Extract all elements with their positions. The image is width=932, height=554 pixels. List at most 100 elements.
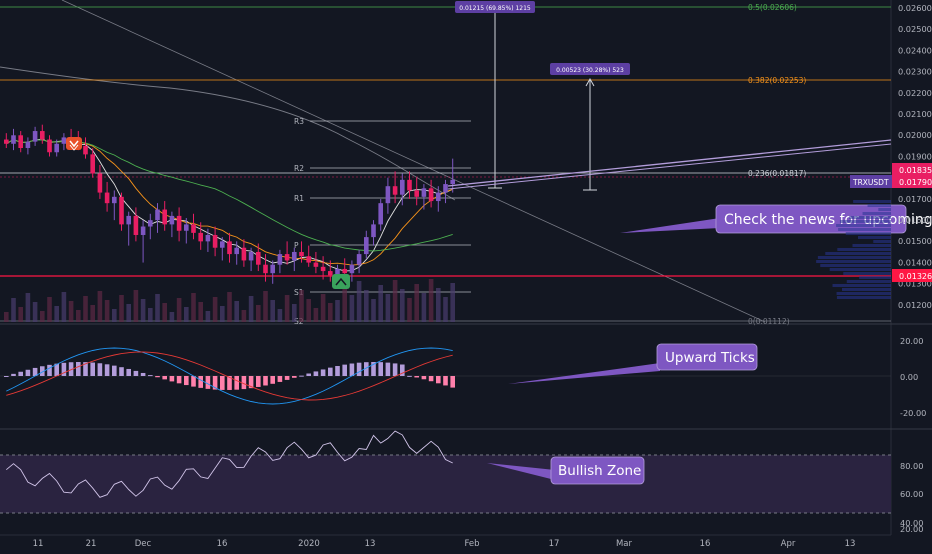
volume-bar (18, 307, 23, 322)
macd-bar (76, 362, 81, 376)
macd-axis-label: -20.00 (900, 408, 926, 418)
candle-body (61, 137, 67, 144)
fib-label-05: 0.5(0.02606) (748, 3, 797, 12)
volume-bar (421, 293, 427, 322)
time-axis-label: 13 (845, 539, 856, 549)
volume-bar (241, 310, 247, 322)
vprofile-bar (816, 260, 891, 263)
volume-bar (76, 310, 81, 322)
svg-text:0.01326: 0.01326 (899, 272, 932, 281)
candlesticks (4, 124, 455, 284)
time-axis[interactable]: 11 21 Dec 16 2020 13 Feb 17 Mar 16 Apr 13 (33, 539, 856, 549)
time-axis-label: 16 (700, 539, 711, 549)
macd-bar (320, 369, 326, 376)
candle-body (378, 203, 383, 225)
volume-bar (400, 289, 405, 322)
macd-bar (378, 362, 383, 376)
sell-signal-marker[interactable] (66, 137, 82, 151)
macd-bar (392, 363, 398, 376)
volume-bar (119, 295, 124, 322)
candle-body (119, 196, 124, 225)
descending-trendline[interactable] (61, 0, 766, 323)
macd-bar (270, 376, 275, 384)
volume-bar (270, 300, 275, 322)
macd-bar (263, 376, 268, 386)
volume-bar (220, 306, 225, 322)
price-axis[interactable]: 0.02600 0.02500 0.02400 0.02300 0.02200 0.021… (898, 3, 932, 310)
price-axis-label: 0.02600 (898, 3, 932, 13)
macd-bar (162, 376, 167, 380)
volume-bar (284, 295, 290, 322)
ticks-callout[interactable]: Upward Ticks (508, 343, 758, 384)
candle-body (306, 256, 311, 263)
candle-body (270, 264, 275, 274)
measure-tag-1: 0.01215 (69.85%) 1215 (459, 5, 531, 12)
volume-bar (25, 293, 31, 322)
vprofile-bar (878, 208, 891, 211)
pivot-label-s2: S2 (294, 317, 304, 326)
price-axis-label: 0.02500 (898, 24, 932, 34)
fib-label-0236: 0.236(0.01817) (748, 169, 806, 178)
rsi-axis-label: 60.00 (900, 489, 923, 499)
volume-bar (371, 299, 376, 322)
symbol-tag[interactable]: TRXUSDT (850, 175, 892, 188)
vprofile-bar (845, 232, 891, 235)
ascending-trendline[interactable] (447, 139, 892, 187)
volume-bar (155, 294, 160, 322)
macd-bar (119, 367, 124, 376)
volume-bars (4, 279, 455, 322)
vprofile-bar (849, 216, 891, 219)
candle-body (364, 237, 369, 255)
price-tag-support: 0.01326 (892, 269, 932, 282)
volume-bar (47, 297, 52, 322)
macd-bar (176, 376, 182, 384)
vprofile-bar (825, 252, 891, 255)
price-axis-label: 0.02000 (898, 130, 932, 140)
candle-body (320, 266, 326, 272)
macd-bar (133, 370, 139, 376)
buy-signal-marker[interactable] (332, 274, 350, 289)
vprofile-bar (836, 224, 891, 227)
price-axis-label: 0.01500 (898, 236, 932, 246)
vprofile-bar (838, 228, 891, 231)
vprofile-bar (873, 240, 891, 243)
rsi-axis-label: 80.00 (900, 461, 923, 471)
macd-bar (234, 376, 239, 390)
volume-bar (436, 288, 441, 322)
macd-bar (299, 375, 304, 377)
candle-body (234, 247, 239, 255)
candle-body (184, 224, 189, 231)
macd-bar (349, 363, 355, 376)
macd-bar (97, 363, 103, 376)
volume-bar (54, 306, 59, 322)
candle-body (220, 241, 225, 248)
volume-bar (428, 279, 434, 322)
macd-bar (414, 376, 419, 378)
vprofile-bar (817, 256, 891, 259)
volume-bar (385, 294, 391, 322)
macd-bar (205, 376, 211, 389)
volume-bar (356, 281, 362, 322)
volume-bar (32, 302, 38, 322)
zone-callout[interactable]: Bullish Zone (487, 456, 645, 485)
macd-bar (83, 362, 88, 376)
rsi-zone (0, 455, 891, 513)
volume-bar (263, 291, 268, 322)
price-axis-label: 0.01700 (898, 194, 932, 204)
candle-body (162, 209, 167, 225)
macd-axis-label: 0.00 (900, 372, 918, 382)
volume-profile (816, 200, 891, 299)
macd-bar (40, 366, 45, 376)
volume-bar (335, 300, 340, 322)
ticks-callout-text: Upward Ticks (665, 350, 755, 366)
volume-bar (148, 308, 153, 322)
candle-body (299, 251, 304, 257)
macd-bar (47, 364, 52, 376)
svg-text:TRXUSDT: TRXUSDT (852, 178, 889, 187)
vprofile-bar (839, 220, 891, 223)
candle-body (248, 251, 254, 261)
price-axis-label: 0.01600 (898, 215, 932, 225)
volume-bar (328, 303, 333, 322)
